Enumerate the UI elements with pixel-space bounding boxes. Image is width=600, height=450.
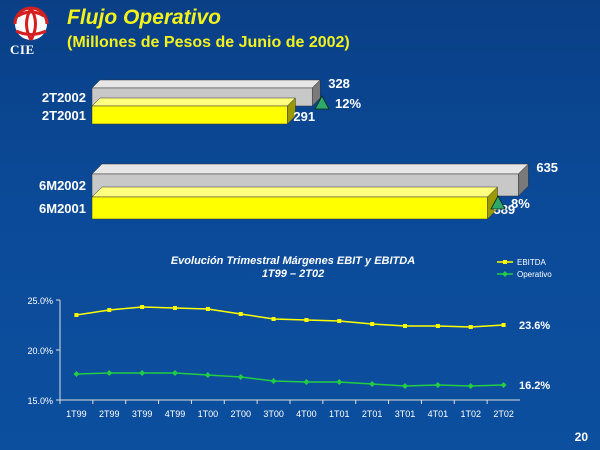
- data-point-operativo: [106, 370, 113, 376]
- logo-text: CIE: [10, 42, 35, 57]
- bar-category-label: 2T2002: [42, 90, 86, 105]
- data-point-operativo: [434, 382, 441, 388]
- series-end-label: 16.2%: [519, 380, 550, 392]
- data-point-operativo: [336, 379, 343, 385]
- data-point-operativo: [303, 379, 310, 385]
- data-point-operativo: [369, 381, 376, 387]
- y-tick-label: 20.0%: [27, 346, 53, 356]
- data-point-operativo: [467, 383, 474, 389]
- data-point-ebitda: [107, 308, 112, 312]
- data-point-ebitda: [435, 324, 440, 328]
- data-point-ebitda: [140, 305, 145, 309]
- data-point-operativo: [139, 370, 146, 376]
- bar-category-label: 6M2002: [39, 178, 86, 193]
- x-tick-label: 2T99: [99, 409, 120, 419]
- legend-label: EBITDA: [517, 258, 547, 267]
- x-tick-label: 1T99: [66, 409, 87, 419]
- x-tick-label: 2T02: [493, 409, 514, 419]
- x-tick-label: 1T00: [198, 409, 219, 419]
- line-chart-subtitle: 1T99 – 2T02: [262, 268, 324, 280]
- x-tick-label: 3T01: [395, 409, 416, 419]
- bar-value-label: 635: [536, 160, 558, 175]
- series-line-operativo: [76, 372, 504, 387]
- x-tick-label: 4T01: [428, 409, 449, 419]
- data-point-ebitda: [337, 319, 342, 323]
- data-point-operativo: [402, 383, 408, 389]
- page-title: Flujo Operativo: [67, 6, 222, 29]
- page-number: 20: [574, 430, 588, 444]
- x-tick-label: 2T00: [230, 409, 251, 419]
- x-tick-label: 3T00: [263, 409, 284, 419]
- data-point-ebitda: [468, 325, 473, 329]
- growth-percent-label: 12%: [335, 96, 361, 111]
- cie-logo: [13, 6, 49, 41]
- y-tick-label: 25.0%: [27, 296, 53, 306]
- data-point-ebitda: [74, 313, 79, 317]
- bar-category-label: 2T2001: [42, 108, 86, 123]
- data-point-ebitda: [304, 318, 309, 322]
- data-point-operativo: [270, 378, 277, 384]
- bar-value-label: 328: [328, 76, 350, 91]
- data-point-ebitda: [238, 312, 243, 316]
- series-line-ebitda: [76, 306, 504, 328]
- data-point-ebitda: [370, 322, 375, 326]
- data-point-operativo: [172, 370, 178, 376]
- x-tick-label: 4T99: [165, 409, 186, 419]
- data-point-ebitda: [403, 324, 407, 328]
- bar-top-face: [91, 97, 296, 107]
- line-chart-title: Evolución Trimestral Márgenes EBIT y EBI…: [171, 255, 415, 267]
- growth-percent-label: 8%: [511, 196, 530, 211]
- data-point-ebitda: [205, 307, 210, 311]
- data-point-ebitda: [271, 317, 276, 321]
- page-subtitle: (Millones de Pesos de Junio de 2002): [67, 34, 350, 51]
- bar-top-face: [91, 186, 499, 198]
- growth-up-triangle-icon: [490, 195, 506, 210]
- data-point-ebitda: [173, 306, 177, 310]
- data-point-operativo: [237, 374, 244, 380]
- x-tick-label: 3T99: [132, 409, 153, 419]
- x-tick-label: 2T01: [362, 409, 383, 419]
- bar-top-face: [91, 79, 321, 89]
- growth-up-triangle-icon: [314, 95, 330, 110]
- legend-label: Operativo: [517, 270, 552, 279]
- bar-top-face: [91, 163, 529, 175]
- series-end-label: 23.6%: [519, 320, 550, 332]
- x-tick-label: 1T01: [329, 409, 350, 419]
- x-tick-label: 1T02: [460, 409, 481, 419]
- bar-value-label: 291: [293, 109, 315, 124]
- bar-6M2001: [91, 196, 488, 220]
- legend-marker: [503, 260, 507, 264]
- data-point-ebitda: [501, 323, 506, 327]
- x-tick-label: 4T00: [296, 409, 317, 419]
- data-point-operativo: [204, 372, 211, 378]
- globe-icon: [13, 6, 49, 41]
- y-tick-label: 15.0%: [27, 396, 53, 406]
- bar-2T2001: [91, 105, 288, 125]
- legend-marker: [502, 271, 508, 277]
- data-point-operativo: [500, 382, 507, 388]
- bar-category-label: 6M2001: [39, 201, 86, 216]
- data-point-operativo: [73, 371, 80, 377]
